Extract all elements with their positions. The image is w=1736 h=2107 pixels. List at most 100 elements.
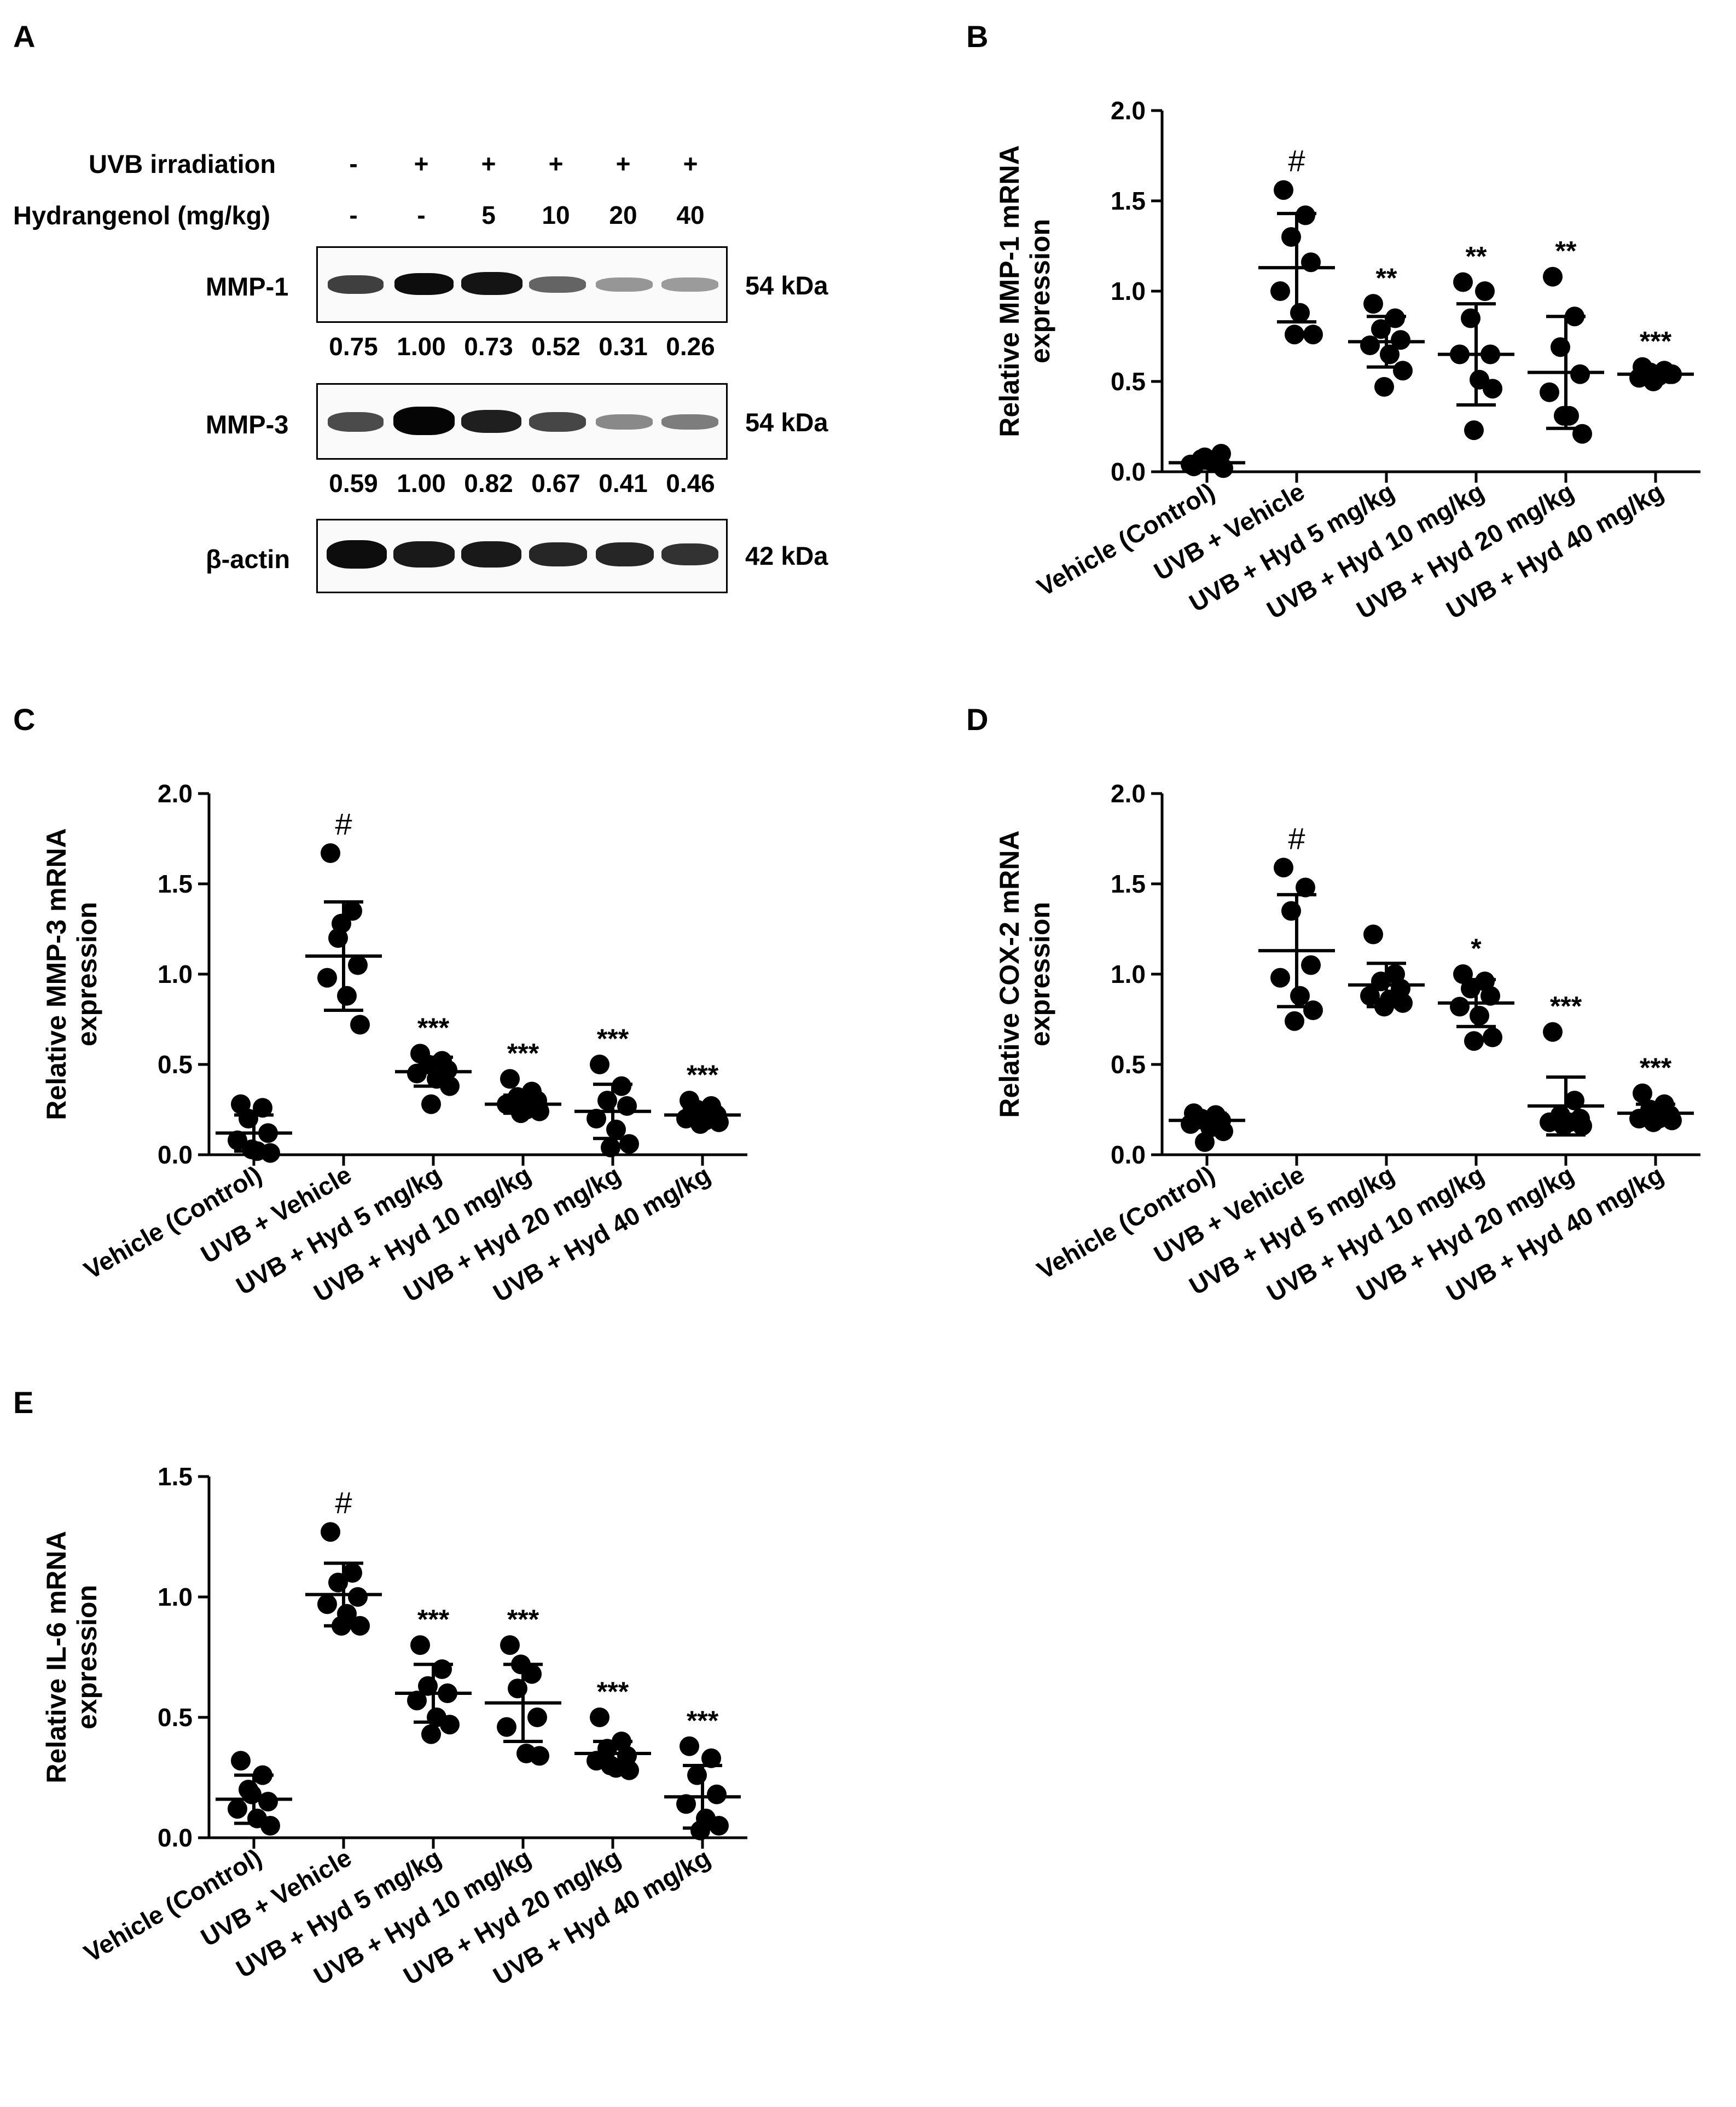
data-point <box>228 1799 247 1819</box>
uvb-irradiation-label: UVB irradiation <box>89 149 276 178</box>
blot-ratio-mmp1: 0.73 <box>464 332 513 361</box>
panel-letter-c: C <box>13 702 36 737</box>
y-axis-label: Relative COX-2 mRNA <box>994 830 1025 1118</box>
y-axis-label: expression <box>1025 219 1055 363</box>
data-point <box>1453 272 1473 292</box>
y-tick-label: 1.0 <box>158 960 193 988</box>
blot-size-mmp3: 54 kDa <box>745 408 828 437</box>
y-tick-label: 0.0 <box>1111 1141 1146 1169</box>
data-point <box>612 1076 631 1096</box>
data-point <box>1285 1011 1304 1031</box>
data-point <box>1540 382 1559 402</box>
hyd-dose: 5 <box>481 201 496 229</box>
data-point <box>1475 281 1495 301</box>
hydrangenol-label: Hydrangenol (mg/kg) <box>13 201 271 230</box>
data-point <box>1181 1114 1200 1134</box>
data-point <box>1380 344 1400 364</box>
significance-marker: ** <box>1376 263 1397 293</box>
data-point <box>1543 1022 1563 1042</box>
data-point <box>421 1724 441 1744</box>
blot-image-mmp1 <box>316 246 728 323</box>
blot-band <box>596 542 654 566</box>
blot-band <box>393 541 455 568</box>
blot-label-beta-actin: β-actin <box>206 545 291 574</box>
y-axis-label: Relative MMP-3 mRNA <box>41 828 72 1120</box>
data-point <box>348 955 368 975</box>
significance-marker: # <box>1288 143 1305 178</box>
blot-band <box>461 541 521 568</box>
data-point <box>1572 1116 1592 1136</box>
data-point <box>1214 1121 1233 1142</box>
data-point <box>676 1794 696 1814</box>
hyd-dose: - <box>417 201 426 229</box>
data-point <box>1363 294 1383 314</box>
data-point <box>231 1751 251 1771</box>
data-point <box>321 843 340 863</box>
data-point <box>1393 993 1413 1013</box>
data-point <box>337 986 357 1006</box>
blot-label-mmp3: MMP-3 <box>206 410 289 439</box>
blot-band <box>393 407 455 435</box>
blot-band <box>529 412 586 432</box>
data-point <box>587 1109 606 1128</box>
blot-band <box>461 410 521 433</box>
significance-marker: *** <box>597 1023 629 1054</box>
data-point <box>1633 1083 1652 1103</box>
significance-marker: ** <box>1555 236 1577 267</box>
y-tick-label: 0.5 <box>158 1703 193 1732</box>
blot-ratio-mmp3: 0.82 <box>464 469 513 497</box>
hyd-dose: - <box>349 201 358 229</box>
y-tick-label: 2.0 <box>158 779 193 808</box>
blot-ratio-mmp1: 0.31 <box>599 332 648 361</box>
blot-ratio-mmp3: 1.00 <box>397 469 446 497</box>
panel-letter-a: A <box>13 19 36 54</box>
data-point <box>410 1635 430 1655</box>
data-point <box>432 1659 452 1679</box>
data-point <box>258 1792 278 1811</box>
data-point <box>342 1563 362 1583</box>
data-point <box>1393 361 1413 381</box>
data-point <box>1464 420 1484 441</box>
y-tick-label: 1.5 <box>158 870 193 898</box>
data-point <box>231 1094 251 1114</box>
y-axis-label: expression <box>72 1585 102 1729</box>
data-point <box>701 1748 721 1768</box>
data-point <box>590 1055 609 1074</box>
data-point <box>707 1784 727 1804</box>
data-point <box>1195 1132 1215 1152</box>
data-point <box>1285 325 1304 345</box>
significance-marker: ** <box>1466 241 1487 272</box>
y-tick-label: 0.5 <box>1111 1050 1146 1079</box>
y-axis-label: expression <box>1025 902 1055 1046</box>
data-point <box>530 1746 549 1766</box>
data-point <box>1290 303 1310 323</box>
y-tick-label: 1.0 <box>1111 277 1146 305</box>
significance-marker: *** <box>507 1038 539 1068</box>
blot-band <box>461 272 522 295</box>
data-point <box>350 1015 370 1035</box>
blot-size-beta-actin: 42 kDa <box>745 541 828 570</box>
blot-ratio-mmp1: 1.00 <box>397 332 446 361</box>
panel-letter-d: D <box>966 702 989 737</box>
data-point <box>690 1114 710 1134</box>
data-point <box>1543 267 1563 287</box>
blot-size-mmp1: 54 kDa <box>745 271 828 300</box>
y-tick-label: 2.0 <box>1111 779 1146 808</box>
significance-marker: # <box>335 807 352 841</box>
data-point <box>1363 924 1383 945</box>
data-point <box>619 1760 639 1780</box>
data-point <box>590 1707 609 1727</box>
data-point <box>690 1820 710 1840</box>
y-tick-label: 1.5 <box>1111 187 1146 215</box>
blot-label-mmp1: MMP-1 <box>206 272 289 301</box>
data-point <box>1480 986 1500 1006</box>
data-point <box>601 1137 620 1157</box>
significance-marker: *** <box>1640 1052 1672 1083</box>
data-point <box>1303 1000 1323 1020</box>
blot-band <box>596 277 653 292</box>
y-tick-label: 1.0 <box>1111 960 1146 988</box>
data-point <box>1470 1005 1489 1026</box>
hyd-dose: 40 <box>676 201 705 229</box>
uvb-sign: - <box>349 149 358 178</box>
